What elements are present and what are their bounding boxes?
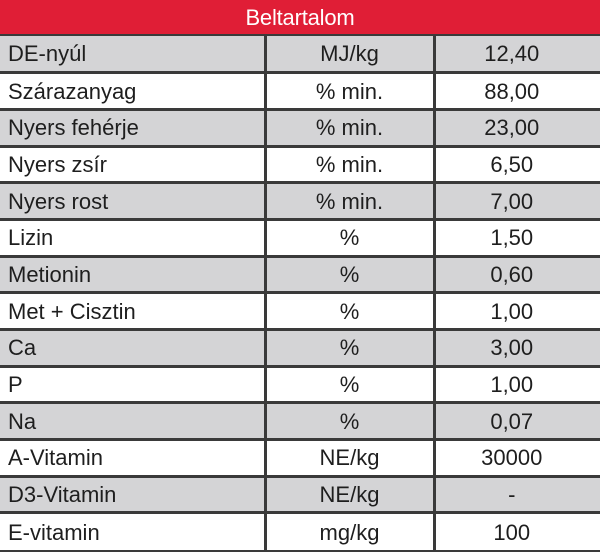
table-row: D3-Vitamin NE/kg - [0, 474, 600, 513]
table-row: DE-nyúl MJ/kg 12,40 [0, 36, 600, 73]
nutrient-value: 3,00 [432, 328, 600, 367]
nutrient-value: 88,00 [432, 71, 600, 110]
nutrient-name: Met + Cisztin [0, 291, 265, 330]
nutrient-value: 30000 [432, 438, 600, 477]
nutrient-name: DE-nyúl [0, 36, 265, 73]
table-row: Ca % 3,00 [0, 328, 600, 367]
nutrient-name: Metionin [0, 254, 265, 293]
nutrient-unit: mg/kg [263, 511, 434, 550]
table-row: Nyers zsír % min. 6,50 [0, 144, 600, 183]
nutrient-grid: DE-nyúl MJ/kg 12,40 Szárazanyag % min. 8… [0, 36, 600, 550]
nutrient-unit: % min. [263, 181, 434, 220]
nutrient-name: Na [0, 401, 265, 440]
nutrient-value: 1,00 [432, 291, 600, 330]
nutrient-name: Nyers zsír [0, 144, 265, 183]
nutrient-unit: % min. [263, 107, 434, 147]
nutrient-value: 7,00 [432, 181, 600, 220]
nutrient-unit: % [263, 364, 434, 403]
nutrient-unit: NE/kg [263, 438, 434, 477]
nutrient-name: A-Vitamin [0, 438, 265, 477]
nutrient-unit: % min. [263, 71, 434, 110]
table-row: P % 1,00 [0, 364, 600, 403]
table-title: Beltartalom [0, 0, 600, 36]
nutrient-value: 1,50 [432, 217, 600, 257]
table-row: Nyers rost % min. 7,00 [0, 181, 600, 220]
nutrient-name: Nyers fehérje [0, 107, 265, 147]
nutrient-value: 6,50 [432, 144, 600, 183]
nutrient-name: Nyers rost [0, 181, 265, 220]
nutrient-value: 23,00 [432, 107, 600, 147]
table-row: E-vitamin mg/kg 100 [0, 511, 600, 550]
nutrient-unit: % min. [263, 144, 434, 183]
nutrient-name: D3-Vitamin [0, 474, 265, 513]
nutrient-unit: % [263, 291, 434, 330]
nutrient-value: 0,60 [432, 254, 600, 293]
nutrient-unit: MJ/kg [263, 36, 434, 73]
nutrient-name: E-vitamin [0, 511, 265, 550]
table-row: Na % 0,07 [0, 401, 600, 440]
nutrient-name: Szárazanyag [0, 71, 265, 110]
nutrient-value: 12,40 [432, 36, 600, 73]
nutrient-unit: % [263, 328, 434, 367]
nutrient-unit: % [263, 401, 434, 440]
nutrient-unit: % [263, 217, 434, 257]
nutrient-value: 1,00 [432, 364, 600, 403]
table-row: Szárazanyag % min. 88,00 [0, 71, 600, 110]
nutrient-name: P [0, 364, 265, 403]
nutrient-name: Ca [0, 328, 265, 367]
nutrient-unit: % [263, 254, 434, 293]
nutrient-unit: NE/kg [263, 474, 434, 513]
nutrient-value: 0,07 [432, 401, 600, 440]
table-row: Met + Cisztin % 1,00 [0, 291, 600, 330]
table-row: Metionin % 0,60 [0, 254, 600, 293]
table-row: Lizin % 1,50 [0, 217, 600, 257]
nutrient-value: - [432, 474, 600, 513]
nutrient-name: Lizin [0, 217, 265, 257]
table-row: A-Vitamin NE/kg 30000 [0, 438, 600, 477]
table-row: Nyers fehérje % min. 23,00 [0, 107, 600, 147]
nutrient-value: 100 [432, 511, 600, 550]
